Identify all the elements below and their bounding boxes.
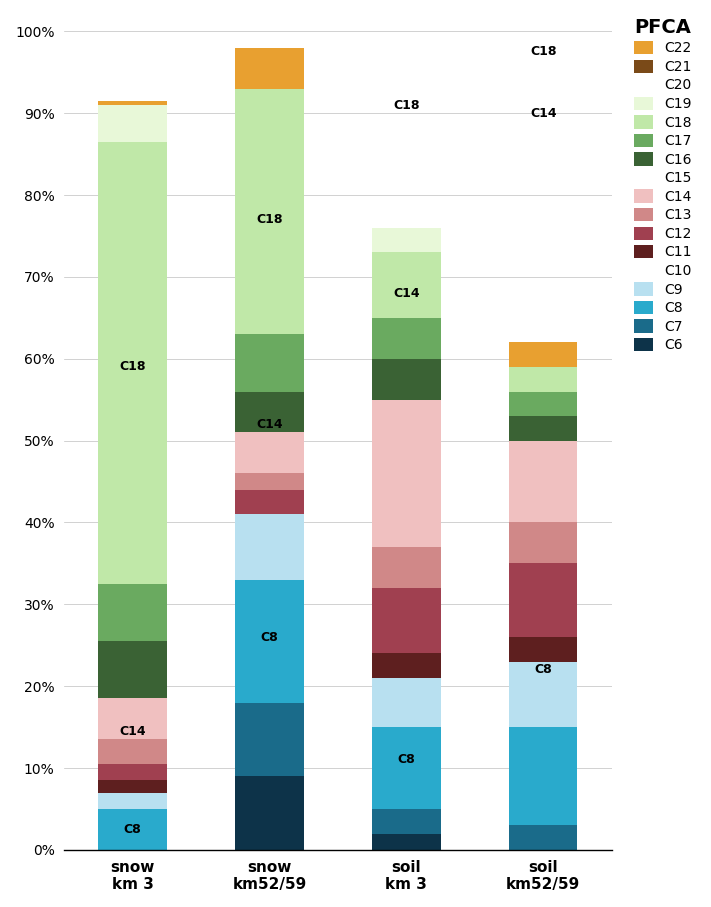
Bar	[235, 473, 304, 490]
Bar	[98, 739, 167, 764]
Text: C18: C18	[256, 213, 283, 226]
Bar	[509, 727, 577, 825]
Bar	[235, 89, 304, 335]
Bar	[372, 678, 441, 727]
Bar	[372, 588, 441, 653]
Bar	[98, 698, 167, 739]
Text: C8: C8	[124, 823, 141, 836]
Bar	[235, 514, 304, 580]
Bar	[372, 317, 441, 359]
Bar	[372, 727, 441, 809]
Bar	[235, 392, 304, 433]
Bar	[509, 522, 577, 563]
Bar	[372, 653, 441, 678]
Bar	[509, 441, 577, 522]
Bar	[372, 359, 441, 400]
Bar	[509, 416, 577, 441]
Bar	[98, 764, 167, 780]
Bar	[235, 335, 304, 392]
Bar	[372, 834, 441, 850]
Text: C18: C18	[393, 99, 419, 112]
Bar	[98, 809, 167, 850]
Text: C8: C8	[535, 663, 552, 677]
Bar	[235, 433, 304, 473]
Text: C14: C14	[119, 725, 146, 737]
Bar	[372, 809, 441, 834]
Bar	[372, 547, 441, 588]
Text: C18: C18	[119, 360, 146, 374]
Text: C14: C14	[256, 418, 283, 431]
Bar	[372, 252, 441, 317]
Bar	[235, 490, 304, 514]
Bar	[509, 392, 577, 416]
Bar	[98, 641, 167, 698]
Bar	[98, 793, 167, 809]
Bar	[235, 776, 304, 850]
Bar	[509, 343, 577, 367]
Bar	[235, 703, 304, 776]
Bar	[372, 228, 441, 252]
Text: C14: C14	[530, 107, 557, 120]
Bar	[98, 105, 167, 141]
Bar	[235, 580, 304, 703]
Bar	[509, 825, 577, 850]
Text: C18: C18	[530, 45, 557, 58]
Legend: C22, C21, C20, C19, C18, C17, C16, C15, C14, C13, C12, C11, C10, C9, C8, C7, C6: C22, C21, C20, C19, C18, C17, C16, C15, …	[629, 14, 696, 356]
Bar	[235, 48, 304, 89]
Text: C14: C14	[393, 287, 419, 300]
Text: C8: C8	[261, 630, 279, 644]
Bar	[98, 141, 167, 584]
Bar	[372, 400, 441, 547]
Bar	[98, 780, 167, 793]
Bar	[509, 661, 577, 727]
Text: C8: C8	[397, 754, 415, 766]
Bar	[509, 367, 577, 392]
Bar	[98, 101, 167, 105]
Bar	[509, 637, 577, 661]
Bar	[98, 584, 167, 641]
Bar	[509, 563, 577, 637]
